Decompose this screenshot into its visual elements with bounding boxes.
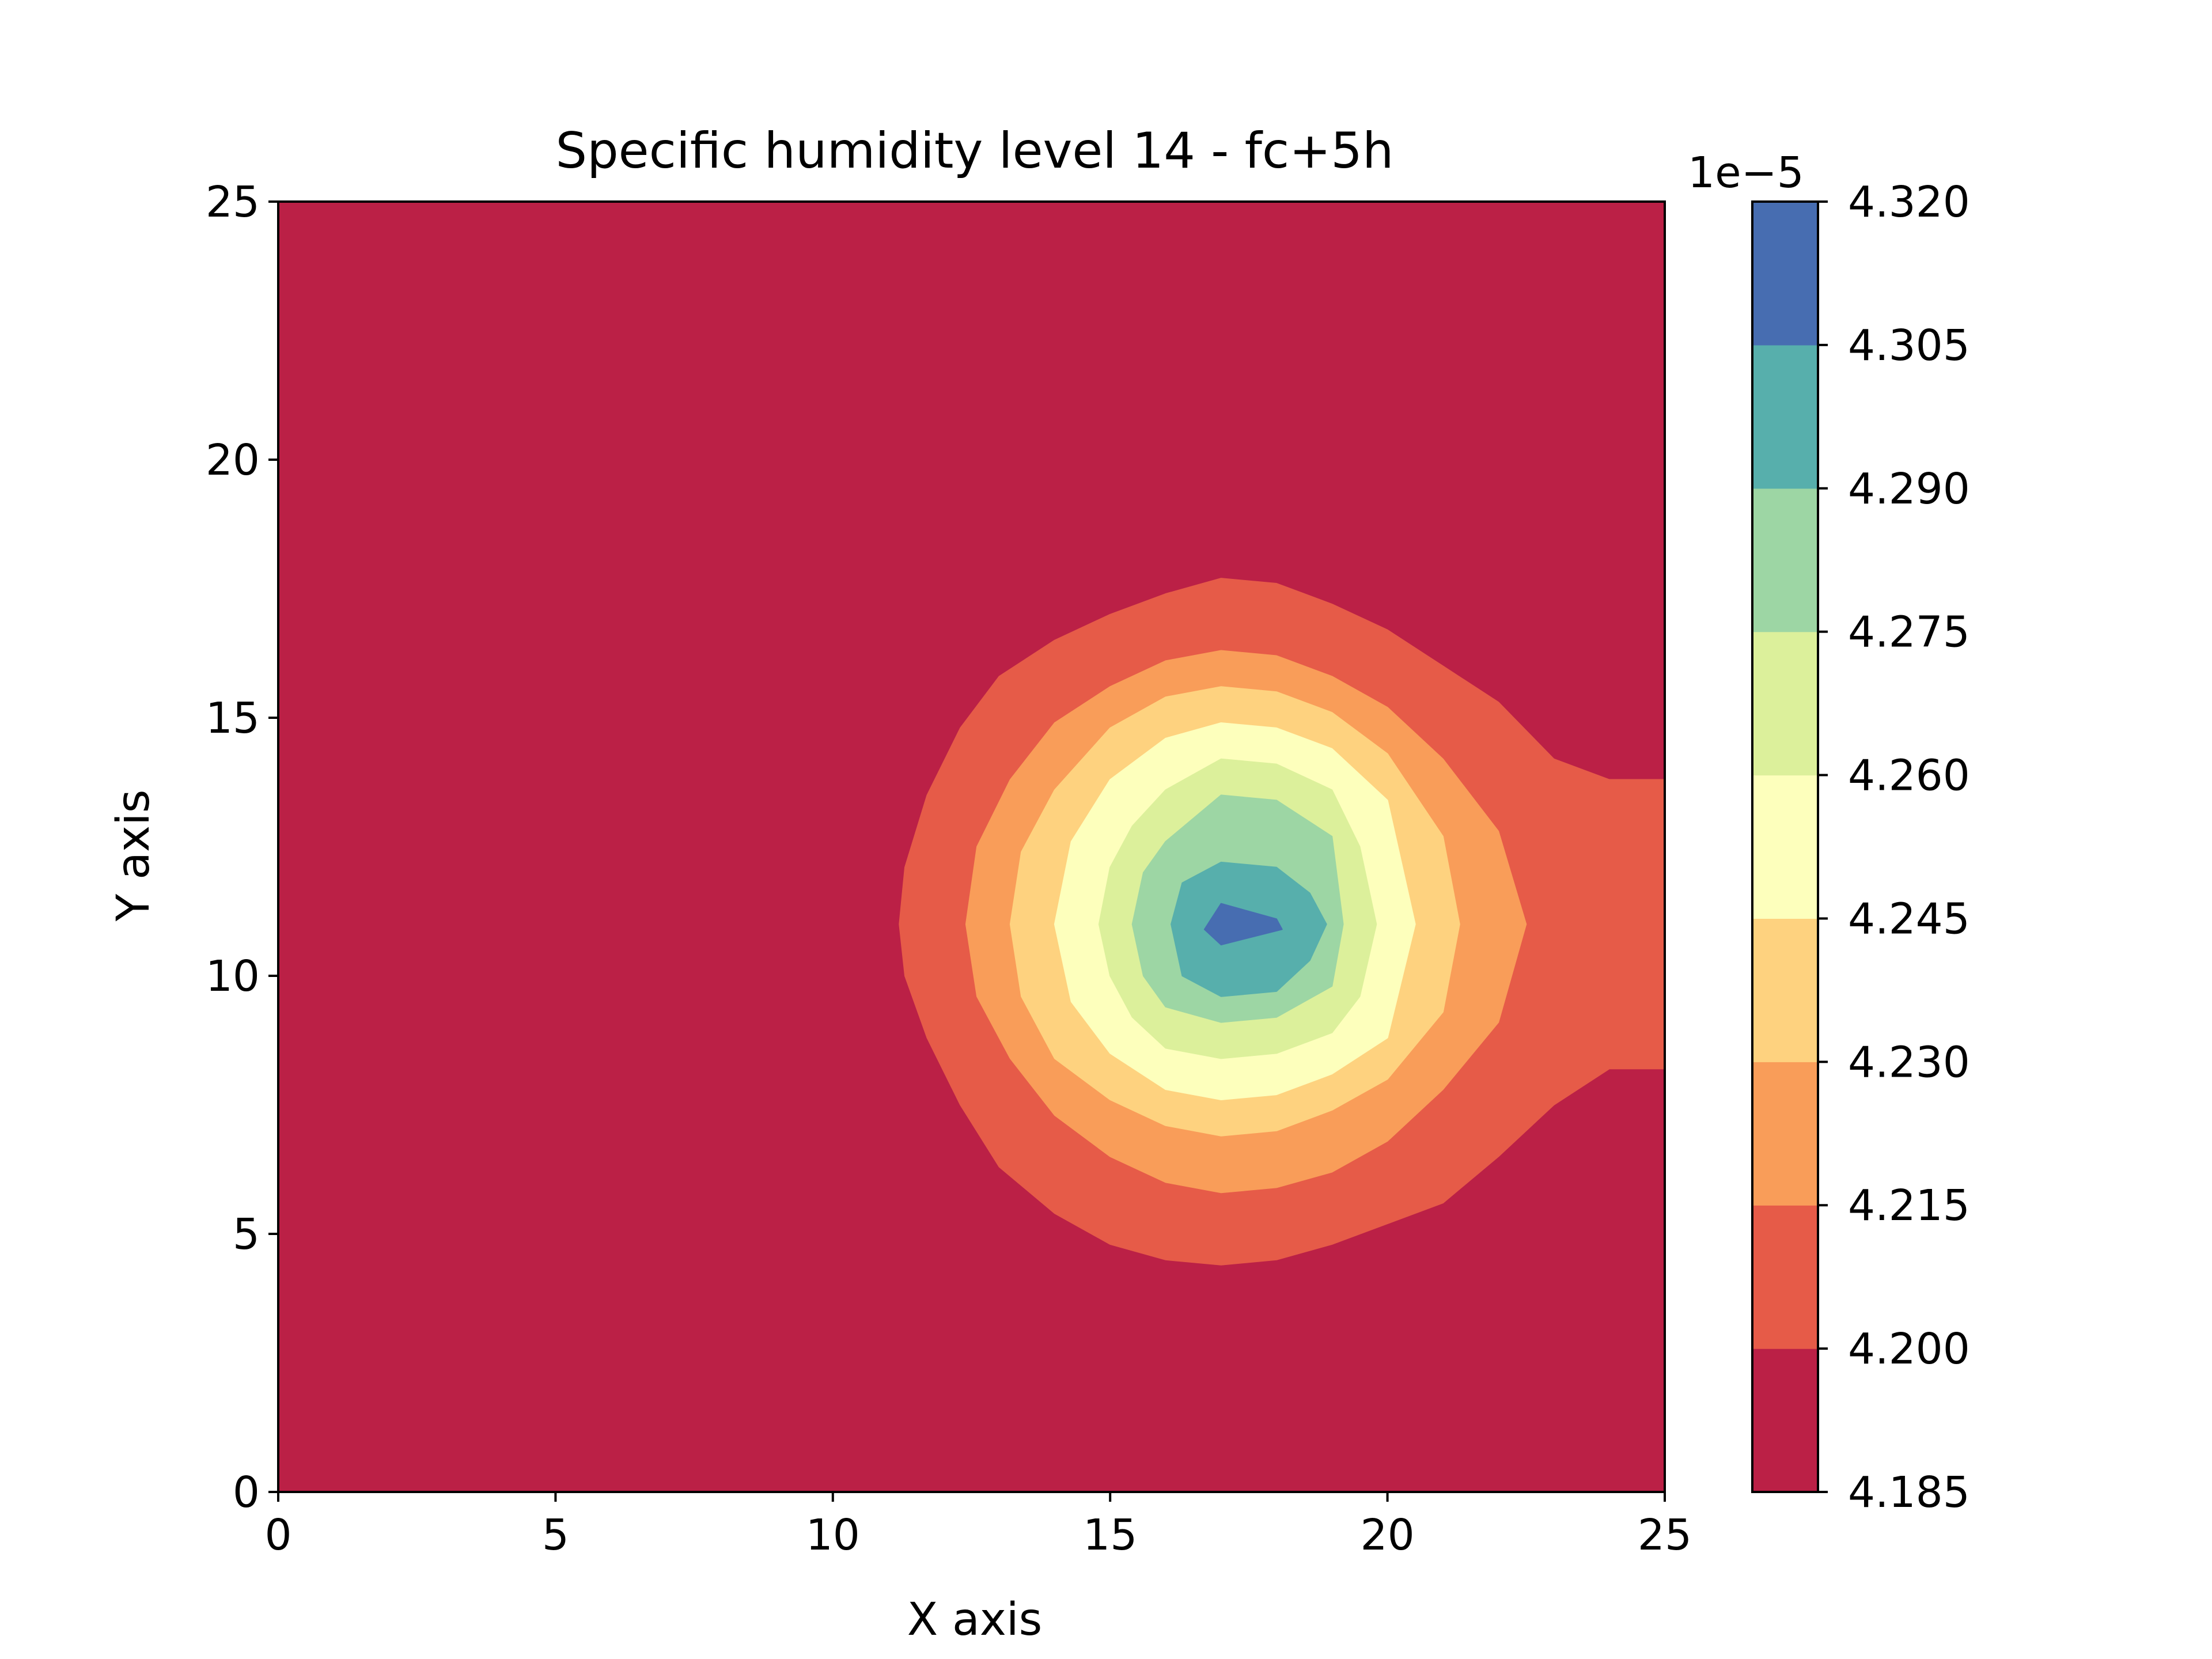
colorbar-tick-label: 4.320 (1848, 177, 1970, 227)
colorbar-band (1752, 775, 1818, 919)
x-axis-label: X axis (907, 1594, 1043, 1646)
colorbar-tick-label: 4.200 (1848, 1324, 1970, 1374)
colorbar-tick-label: 4.305 (1848, 321, 1970, 370)
colorbar-band (1752, 631, 1818, 776)
colorbar-band (1752, 202, 1818, 346)
colorbar-tick-label: 4.260 (1848, 751, 1970, 801)
colorbar-tick-label: 4.230 (1848, 1037, 1970, 1087)
chart-title: Specific humidity level 14 - fc+5h (556, 122, 1394, 180)
y-axis-ticks: 0 5 10 15 20 25 (206, 177, 278, 1517)
colorbar-tick-label: 4.185 (1848, 1468, 1970, 1517)
x-tick-label: 0 (264, 1510, 291, 1560)
colorbar-tick-label: 4.290 (1848, 464, 1970, 514)
colorbar-band (1752, 344, 1818, 489)
contour-band-8 (1203, 903, 1283, 946)
x-tick-label: 25 (1638, 1510, 1692, 1560)
plot-frame (277, 200, 1666, 1493)
colorbar-tick-label: 4.245 (1848, 894, 1970, 944)
x-tick-label: 5 (542, 1510, 569, 1560)
colorbar-band (1752, 918, 1818, 1062)
y-tick-label: 20 (206, 435, 260, 485)
colorbar-band (1752, 488, 1818, 632)
x-tick-label: 10 (806, 1510, 860, 1560)
colorbar-ticks: 4.185 4.200 4.215 4.230 4.245 4.260 4.275 4.290… (1818, 177, 1970, 1517)
colorbar-bands (1752, 202, 1818, 1493)
y-tick-label: 0 (233, 1468, 260, 1517)
colorbar: 4.185 4.200 4.215 4.230 4.245 4.260 4.275 4.290… (1688, 148, 1970, 1517)
x-tick-label: 15 (1083, 1510, 1137, 1560)
y-tick-label: 10 (206, 952, 260, 1001)
x-tick-label: 20 (1361, 1510, 1415, 1560)
y-tick-label: 25 (206, 177, 260, 227)
colorbar-band (1752, 1205, 1818, 1349)
colorbar-offset-text: 1e−5 (1688, 148, 1804, 198)
plot-area (277, 200, 1666, 1493)
y-tick-label: 15 (206, 694, 260, 743)
colorbar-frame (1751, 200, 1819, 1493)
y-axis-label: Y axis (108, 790, 160, 922)
colorbar-band (1752, 1062, 1818, 1206)
colorbar-band (1752, 1349, 1818, 1493)
y-tick-label: 5 (233, 1210, 260, 1259)
x-axis-ticks: 0 5 10 15 20 25 (264, 1492, 1692, 1560)
colorbar-tick-label: 4.275 (1848, 608, 1970, 657)
colorbar-tick-label: 4.215 (1848, 1181, 1970, 1230)
contour-layer (899, 578, 1665, 1266)
